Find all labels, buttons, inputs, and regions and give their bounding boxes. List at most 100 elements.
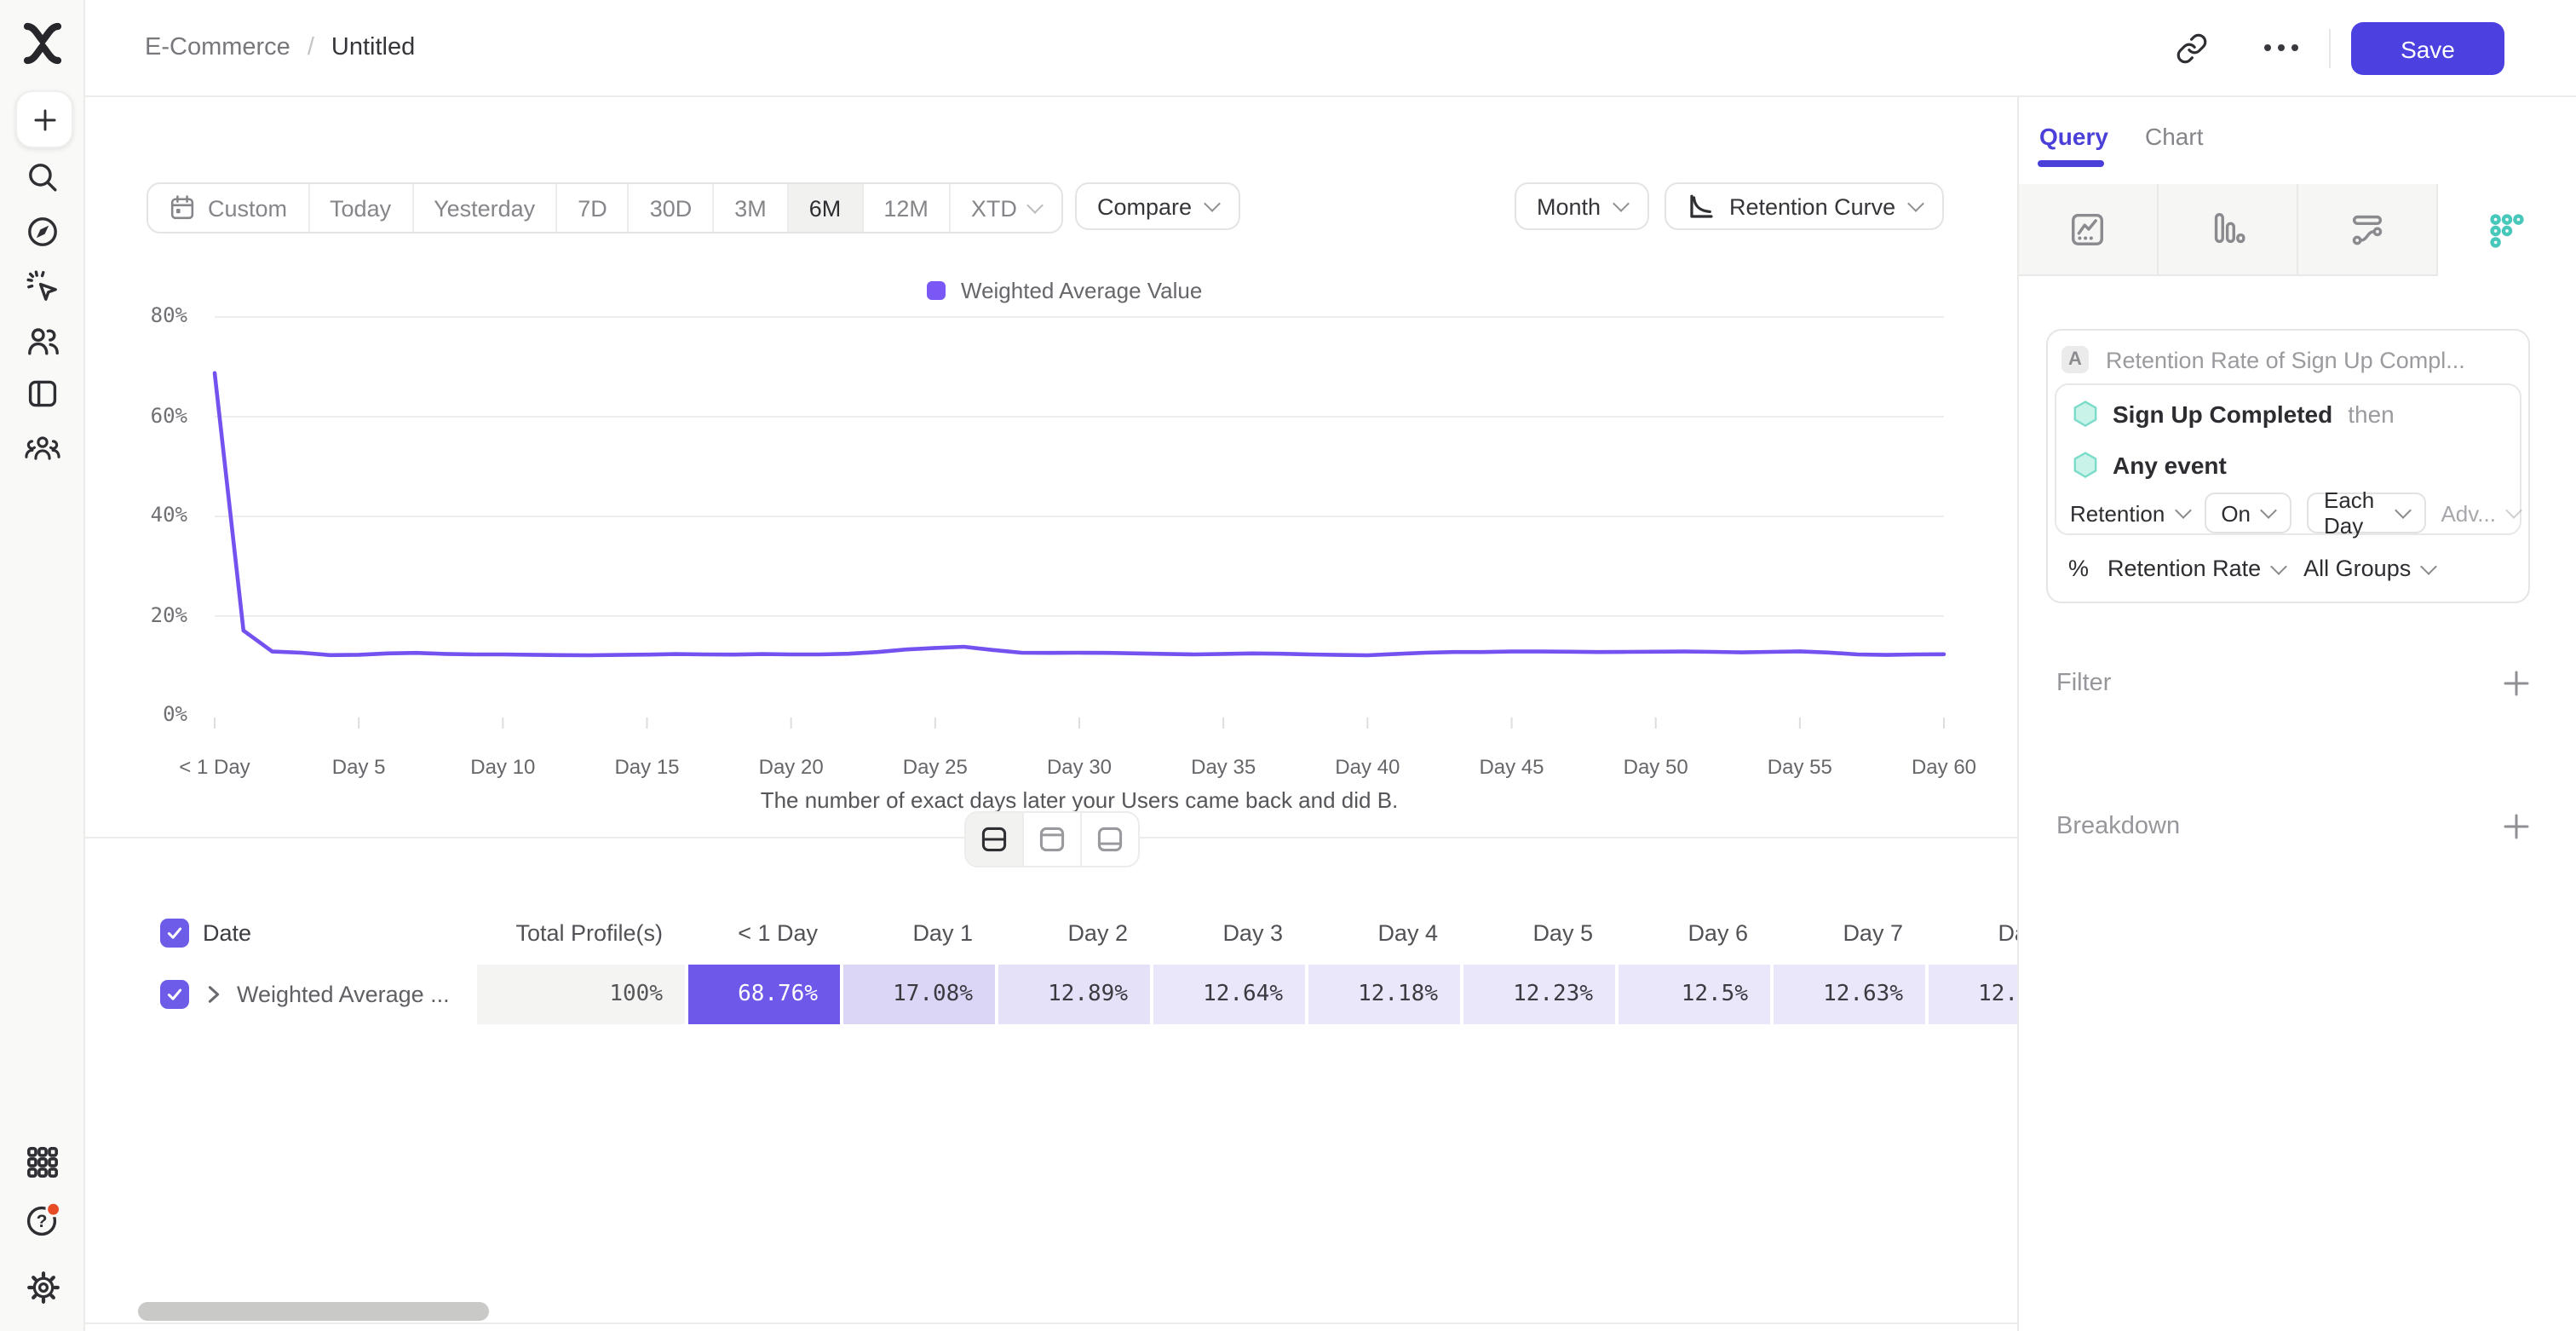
table-row: Weighted Average ... 100% 68.76% 17.08% … — [85, 965, 2017, 1024]
cell-day2[interactable]: 12.89% — [995, 965, 1150, 1024]
column-header-day2[interactable]: Day 2 — [1067, 919, 1128, 945]
range-xtd-label: XTD — [970, 195, 1017, 221]
groups-dropdown[interactable]: All Groups — [2303, 556, 2438, 581]
y-axis-tick: 40% — [150, 503, 187, 527]
cell-lt1day[interactable]: 68.76% — [685, 965, 840, 1024]
search-icon[interactable] — [0, 160, 85, 194]
table-header-row: Date Total Profile(s) < 1 Day Day 1 Day … — [85, 907, 2017, 958]
cell-day5[interactable]: 12.23% — [1460, 965, 1615, 1024]
range-xtd[interactable]: XTD — [951, 184, 1061, 232]
boards-icon[interactable] — [0, 377, 85, 411]
cell-day3[interactable]: 12.64% — [1150, 965, 1305, 1024]
chart-view-dropdown[interactable]: Retention Curve — [1665, 182, 1944, 230]
layout-chart-only-button[interactable] — [1024, 813, 1082, 866]
column-header-total[interactable]: Total Profile(s) — [515, 919, 663, 945]
cursor-click-icon[interactable] — [0, 269, 85, 303]
cell-day6[interactable]: 12.5% — [1615, 965, 1770, 1024]
layout-split-button[interactable] — [966, 813, 1024, 866]
report-type-retention-button-selected[interactable] — [2438, 184, 2576, 276]
range-30d[interactable]: 30D — [630, 184, 715, 232]
column-header-day5[interactable]: Day 5 — [1532, 919, 1593, 945]
range-3m[interactable]: 3M — [714, 184, 789, 232]
mixpanel-logo-icon[interactable] — [22, 20, 63, 66]
range-6m-selected[interactable]: 6M — [788, 184, 864, 232]
range-12m[interactable]: 12M — [863, 184, 951, 232]
horizontal-scrollbar-thumb[interactable] — [138, 1302, 489, 1321]
report-type-funnels-button[interactable] — [2159, 184, 2298, 276]
row-checkbox[interactable] — [160, 980, 189, 1009]
range-today[interactable]: Today — [309, 184, 414, 232]
interval-dropdown[interactable]: Each Day — [2307, 487, 2426, 539]
first-event-name[interactable]: Sign Up Completed — [2113, 400, 2333, 428]
cell-day1[interactable]: 17.08% — [840, 965, 995, 1024]
x-axis-tick: Day 60 — [1911, 755, 1977, 779]
report-type-insights-button[interactable] — [2019, 184, 2159, 276]
breakdown-section: Breakdown — [2056, 813, 2530, 840]
range-7d[interactable]: 7D — [557, 184, 630, 232]
chart-legend[interactable]: Weighted Average Value — [927, 278, 1202, 303]
report-type-flows-button[interactable] — [2298, 184, 2438, 276]
apps-grid-icon[interactable] — [0, 1145, 85, 1179]
column-header-day6[interactable]: Day 6 — [1688, 919, 1748, 945]
flows-icon — [2352, 215, 2383, 245]
add-filter-button[interactable] — [2503, 670, 2530, 697]
tab-chart[interactable]: Chart — [2145, 123, 2204, 150]
row-name-cell: Weighted Average ... — [85, 965, 477, 1024]
create-new-button[interactable] — [15, 90, 73, 148]
interval-label: Each Day — [2324, 487, 2375, 539]
legend-label: Weighted Average Value — [961, 278, 1203, 303]
advanced-label: Adv... — [2441, 500, 2496, 526]
column-header-day4[interactable]: Day 4 — [1377, 919, 1438, 945]
breadcrumb-project[interactable]: E-Commerce — [145, 34, 290, 61]
range-custom[interactable]: Custom — [148, 184, 310, 232]
column-header-day3[interactable]: Day 3 — [1222, 919, 1283, 945]
tab-query[interactable]: Query — [2039, 123, 2108, 150]
svg-text:?: ? — [37, 1212, 48, 1231]
chart-view-label: Retention Curve — [1729, 193, 1896, 219]
column-header-day1[interactable]: Day 1 — [912, 919, 973, 945]
cell-day4[interactable]: 12.18% — [1305, 965, 1460, 1024]
cell-day8[interactable]: 12.42% — [1925, 965, 2017, 1024]
users-icon[interactable] — [0, 324, 85, 358]
measure-dropdown[interactable]: Retention Rate — [2107, 556, 2288, 581]
column-header-lt1day[interactable]: < 1 Day — [738, 919, 818, 945]
on-dropdown[interactable]: On — [2204, 493, 2291, 533]
save-button[interactable]: Save — [2351, 22, 2504, 75]
retention-type-dropdown[interactable]: Retention — [2070, 500, 2192, 526]
retention-controls-row: Retention On Each Day Adv... — [2070, 487, 2522, 539]
compass-icon[interactable] — [0, 215, 85, 249]
cohorts-icon[interactable] — [0, 431, 85, 465]
y-axis-tick: 20% — [150, 602, 187, 626]
column-header-day8[interactable]: Day 8 — [1998, 919, 2017, 945]
row-label[interactable]: Weighted Average ... — [237, 982, 450, 1007]
cell-total[interactable]: 100% — [477, 965, 685, 1024]
column-header-date[interactable]: Date — [203, 919, 252, 945]
cell-day7[interactable]: 12.63% — [1770, 965, 1925, 1024]
settings-gear-icon[interactable] — [0, 1270, 85, 1305]
column-header-day7[interactable]: Day 7 — [1843, 919, 1903, 945]
advanced-dropdown[interactable]: Adv... — [2441, 500, 2522, 526]
x-axis-tick: Day 40 — [1335, 755, 1400, 779]
report-type-strip — [2019, 184, 2576, 276]
breadcrumb-report-title[interactable]: Untitled — [331, 34, 416, 61]
range-yesterday[interactable]: Yesterday — [413, 184, 558, 232]
retention-line-chart[interactable] — [85, 97, 2017, 881]
y-axis-tick: 80% — [150, 303, 187, 327]
more-menu-icon[interactable] — [2263, 43, 2300, 53]
copy-link-icon[interactable] — [2176, 32, 2208, 65]
add-breakdown-button[interactable] — [2503, 813, 2530, 840]
return-event-name[interactable]: Any event — [2113, 452, 2227, 479]
step-title[interactable]: Retention Rate of Sign Up Compl... — [2106, 347, 2465, 372]
return-event-row: Any event — [2073, 452, 2227, 479]
then-label: then — [2348, 400, 2395, 428]
query-step-header: A Retention Rate of Sign Up Compl... — [2048, 331, 2528, 373]
help-icon[interactable]: ? — [0, 1201, 85, 1239]
event-hexagon-icon — [2073, 400, 2097, 427]
row-expand-chevron-icon[interactable] — [206, 985, 221, 1004]
on-label: On — [2221, 500, 2251, 526]
x-axis-tick: Day 30 — [1046, 755, 1113, 779]
compare-button[interactable]: Compare — [1075, 182, 1240, 230]
granularity-dropdown[interactable]: Month — [1515, 182, 1649, 230]
layout-table-only-button[interactable] — [1082, 813, 1138, 866]
select-all-checkbox[interactable] — [160, 918, 189, 947]
